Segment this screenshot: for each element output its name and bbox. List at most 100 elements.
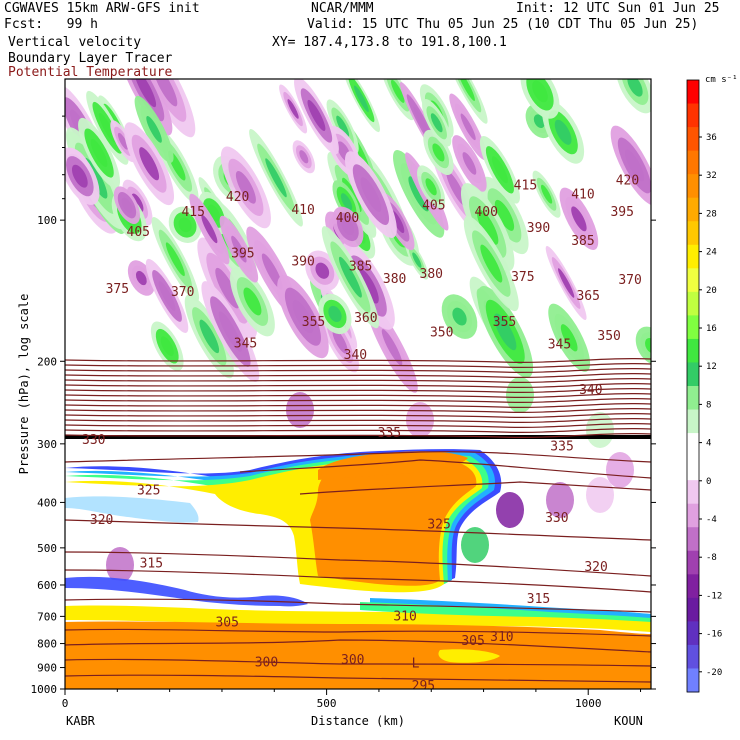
theta-contour <box>65 403 651 408</box>
vv-streak <box>98 113 116 143</box>
x-tick-label: 1000 <box>575 697 602 710</box>
theta-contours <box>65 358 651 683</box>
y-axis: 100 200 300 400 500 600 700 800 900 1000 <box>31 115 656 696</box>
colorbar-label: 8 <box>706 400 711 410</box>
theta-contour <box>299 481 651 495</box>
vv-streak <box>135 270 147 286</box>
theta-contour <box>65 413 651 418</box>
plot-area: 420 420 415 415 410 410 405 405 400 400 395 395 390 3… <box>65 79 651 689</box>
theta-label: 340 <box>579 383 602 398</box>
theta-label: 365 <box>576 289 599 304</box>
y-tick-label: 900 <box>37 662 57 675</box>
colorbar-label: -4 <box>706 515 717 525</box>
vv-streak <box>360 177 382 212</box>
vv-streak <box>215 267 240 309</box>
vv-streak <box>340 193 353 211</box>
vv-streak <box>332 328 348 354</box>
colorbar-frame <box>686 79 700 693</box>
theta-label: 355 <box>493 315 516 330</box>
vv-streak <box>90 139 108 168</box>
colorbar-swatch <box>687 480 699 505</box>
theta-label: 360 <box>354 311 377 326</box>
vv-streak <box>160 336 174 357</box>
theta-label: 340 <box>344 348 367 363</box>
vv-streak <box>462 152 477 175</box>
theta-label: 390 <box>527 221 550 236</box>
vv-streak <box>218 311 242 352</box>
theta-contour <box>65 551 651 577</box>
colorbar-label: 28 <box>706 209 717 219</box>
vv-streak <box>540 184 553 204</box>
theta-label: 300 <box>341 653 364 668</box>
colorbar-swatch <box>687 174 699 199</box>
colorbar-swatch <box>687 433 699 458</box>
y-tick-label: 700 <box>37 610 57 623</box>
theta-contour <box>65 393 651 398</box>
theta-contour <box>65 388 651 393</box>
center-label: NCAR/MMM <box>311 1 374 16</box>
theta-label: 380 <box>383 272 406 287</box>
vv-blob <box>546 482 574 518</box>
colorbar-label: 16 <box>706 324 717 334</box>
vv-streak <box>627 79 643 97</box>
theta-label: 380 <box>420 267 443 282</box>
vv-blob <box>506 377 534 413</box>
y-tick-label: 400 <box>37 496 57 509</box>
theta-contour <box>65 373 651 378</box>
colorbar-swatch <box>687 362 699 387</box>
theta-label: 385 <box>349 259 372 274</box>
y-tick-label: 300 <box>37 438 57 451</box>
vv-streak <box>235 171 256 204</box>
vv-streak <box>430 113 443 133</box>
colorbar-swatch <box>687 315 699 340</box>
theta-contour <box>65 398 651 403</box>
colorbar-label: 12 <box>706 362 717 372</box>
vv-streak <box>480 244 503 283</box>
colorbar-swatch <box>687 338 699 363</box>
vv-streak <box>131 193 144 212</box>
theta-contour <box>65 418 651 423</box>
vv-streak <box>532 80 548 103</box>
vv-streak <box>491 156 508 184</box>
colorbar-label: 24 <box>706 248 717 258</box>
theta-label: 315 <box>140 556 163 571</box>
theta-contour <box>65 598 651 613</box>
colorbar-swatch <box>687 409 699 434</box>
vv-streak <box>425 178 437 196</box>
theta-label: 305 <box>461 634 484 649</box>
colorbar-swatch <box>687 80 699 105</box>
colorbar-swatch <box>687 386 699 411</box>
vv-streak <box>458 79 475 101</box>
xy-coords: XY= 187.4,173.8 to 191.8,100.1 <box>272 35 507 50</box>
vv-streak <box>307 99 326 132</box>
theta-label: 420 <box>226 190 249 205</box>
vv-streak <box>381 329 403 366</box>
left-station-label: KABR <box>66 714 96 728</box>
right-station-label: KOUN <box>614 714 643 728</box>
vv-streak <box>557 268 575 298</box>
vv-streak <box>338 256 362 298</box>
vv-streak <box>165 242 185 277</box>
theta-label: 395 <box>610 205 633 220</box>
colorbar-label: 36 <box>706 133 717 143</box>
theta-label: 300 <box>255 655 278 670</box>
y-tick-label: 600 <box>37 579 57 592</box>
theta-label: 395 <box>231 246 254 261</box>
theta-label: 315 <box>527 592 550 607</box>
vv-blob <box>406 402 434 438</box>
colorbar-swatch <box>687 127 699 152</box>
theta-contour <box>65 408 651 413</box>
vv-streak <box>560 324 578 352</box>
theta-label: 410 <box>291 203 314 218</box>
vv-streak <box>408 176 429 212</box>
vv-streak <box>231 235 247 263</box>
vv-blob <box>586 477 614 513</box>
colorbar-swatch <box>687 291 699 316</box>
vv-streak <box>571 206 587 232</box>
vv-streak <box>645 338 651 354</box>
colorbar-swatch <box>687 456 699 481</box>
theta-label: 370 <box>171 285 194 300</box>
vv-streak <box>624 149 645 182</box>
plot-frame <box>64 78 652 690</box>
colorbar-swatch <box>687 221 699 246</box>
